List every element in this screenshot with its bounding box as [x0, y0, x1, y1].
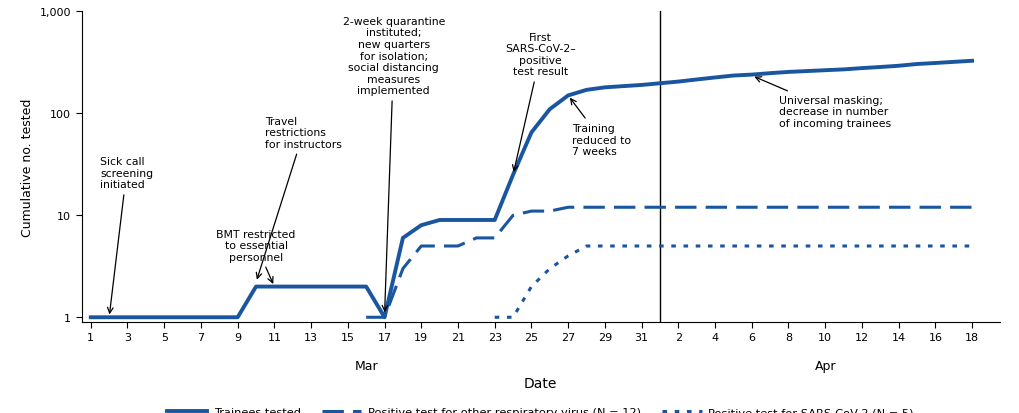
X-axis label: Date: Date: [524, 376, 556, 390]
Text: Travel
restrictions
for instructors: Travel restrictions for instructors: [256, 116, 341, 279]
Text: Mar: Mar: [354, 359, 378, 372]
Text: Universal masking;
decrease in number
of incoming trainees: Universal masking; decrease in number of…: [755, 78, 891, 128]
Legend: Trainees tested, Positive test for other respiratory virus (N = 12), Positive te: Trainees tested, Positive test for other…: [163, 403, 917, 413]
Text: Sick call
screening
initiated: Sick call screening initiated: [100, 157, 153, 313]
Y-axis label: Cumulative no. tested: Cumulative no. tested: [21, 98, 34, 236]
Text: Training
reduced to
7 weeks: Training reduced to 7 weeks: [570, 100, 631, 157]
Text: BMT restricted
to essential
personnel: BMT restricted to essential personnel: [216, 229, 296, 283]
Text: First
SARS-CoV-2–
positive
test result: First SARS-CoV-2– positive test result: [504, 33, 576, 171]
Text: 2-week quarantine
instituted;
new quarters
for isolation;
social distancing
meas: 2-week quarantine instituted; new quarte…: [342, 17, 444, 311]
Text: Apr: Apr: [813, 359, 836, 372]
